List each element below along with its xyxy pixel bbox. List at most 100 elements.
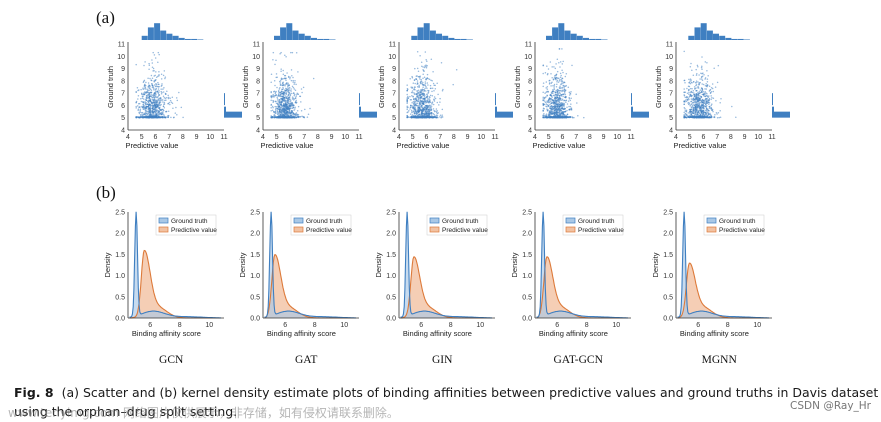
scatter-point <box>154 95 157 98</box>
scatter-point <box>688 98 690 101</box>
scatter-point <box>414 67 416 70</box>
scatter-point <box>421 112 424 114</box>
scatter-point <box>687 112 690 114</box>
scatter-point <box>171 96 174 99</box>
scatter-point <box>558 48 561 50</box>
scatter-point <box>559 66 561 68</box>
scatter-point <box>689 93 692 96</box>
scatter-point <box>560 109 562 112</box>
x-tick-label: 8 <box>729 134 733 141</box>
scatter-point <box>561 81 563 83</box>
scatter-point <box>147 110 149 113</box>
scatter-point <box>160 111 163 114</box>
scatter-point <box>155 76 158 78</box>
scatter-point <box>147 101 150 104</box>
scatter-point <box>701 110 704 113</box>
histogram-bar <box>166 33 173 40</box>
scatter-point <box>136 86 139 89</box>
scatter-point <box>273 90 276 93</box>
scatter-point <box>278 90 280 92</box>
scatter-point <box>277 95 279 98</box>
scatter-point <box>429 105 432 108</box>
scatter-point <box>685 96 688 99</box>
scatter-point <box>142 92 145 94</box>
scatter-point <box>285 111 287 113</box>
scatter-point <box>143 113 145 115</box>
scatter-point <box>150 116 152 118</box>
scatter-point <box>294 106 296 108</box>
scatter-point <box>702 91 705 93</box>
y-tick-label: 8 <box>528 78 532 85</box>
scatter-point <box>151 110 154 112</box>
scatter-point <box>413 108 415 111</box>
scatter-point <box>433 99 435 101</box>
scatter-point <box>285 108 288 110</box>
scatter-point <box>297 113 300 116</box>
scatter-point <box>697 96 700 98</box>
y-tick-label: 11 <box>253 42 260 49</box>
scatter-point <box>406 87 409 90</box>
ground-truth-density-fill <box>677 211 769 318</box>
scatter-point <box>154 85 157 88</box>
scatter-point <box>431 94 434 97</box>
scatter-point <box>413 112 415 114</box>
scatter-point <box>164 77 166 80</box>
scatter-point <box>420 115 423 118</box>
scatter-point <box>143 94 145 96</box>
scatter-point <box>418 91 420 93</box>
scatter-point <box>557 116 560 118</box>
histogram-bar <box>570 33 577 40</box>
scatter-point <box>290 111 292 113</box>
scatter-point <box>684 108 686 110</box>
marginal-histogram-top <box>688 23 750 40</box>
scatter-point <box>561 99 563 102</box>
scatter-point <box>276 86 278 89</box>
scatter-point <box>153 54 156 56</box>
scatter-point <box>554 97 557 99</box>
scatter-point <box>144 102 146 105</box>
scatter-point <box>292 103 294 105</box>
scatter-point <box>152 101 155 104</box>
scatter-point <box>424 82 427 85</box>
scatter-point <box>158 97 161 99</box>
scatter-point <box>157 75 159 78</box>
scatter-point <box>294 108 296 110</box>
y-axis-label: Ground truth <box>654 66 663 108</box>
y-tick-label: 0.0 <box>522 316 532 323</box>
scatter-point <box>699 91 702 94</box>
x-tick-label: 10 <box>613 134 621 141</box>
scatter-point <box>555 100 558 102</box>
legend-label-ground-truth: Ground truth <box>719 218 756 225</box>
scatter-point <box>711 96 713 99</box>
scatter-point <box>560 78 562 81</box>
scatter-point <box>418 85 420 88</box>
scatter-point <box>287 101 289 103</box>
scatter-point <box>422 102 425 105</box>
scatter-point <box>550 73 552 75</box>
scatter-point <box>306 116 309 118</box>
scatter-point <box>695 103 697 106</box>
scatter-point <box>435 108 438 110</box>
scatter-point <box>701 83 703 85</box>
scatter-point <box>182 116 184 119</box>
scatter-point <box>292 86 295 89</box>
scatter-point <box>137 108 140 110</box>
scatter-point <box>160 97 162 100</box>
scatter-point <box>417 75 420 78</box>
scatter-point <box>544 72 547 74</box>
scatter-point <box>556 94 559 97</box>
scatter-point <box>147 100 150 102</box>
scatter-point <box>153 80 156 83</box>
scatter-point <box>708 103 710 105</box>
scatter-point <box>164 116 166 119</box>
scatter-point <box>289 104 291 107</box>
scatter-point <box>178 91 180 94</box>
histogram-bar <box>359 111 377 118</box>
scatter-point <box>142 103 144 106</box>
scatter-point <box>148 68 150 70</box>
scatter-point <box>426 93 428 96</box>
scatter-point <box>279 91 282 94</box>
